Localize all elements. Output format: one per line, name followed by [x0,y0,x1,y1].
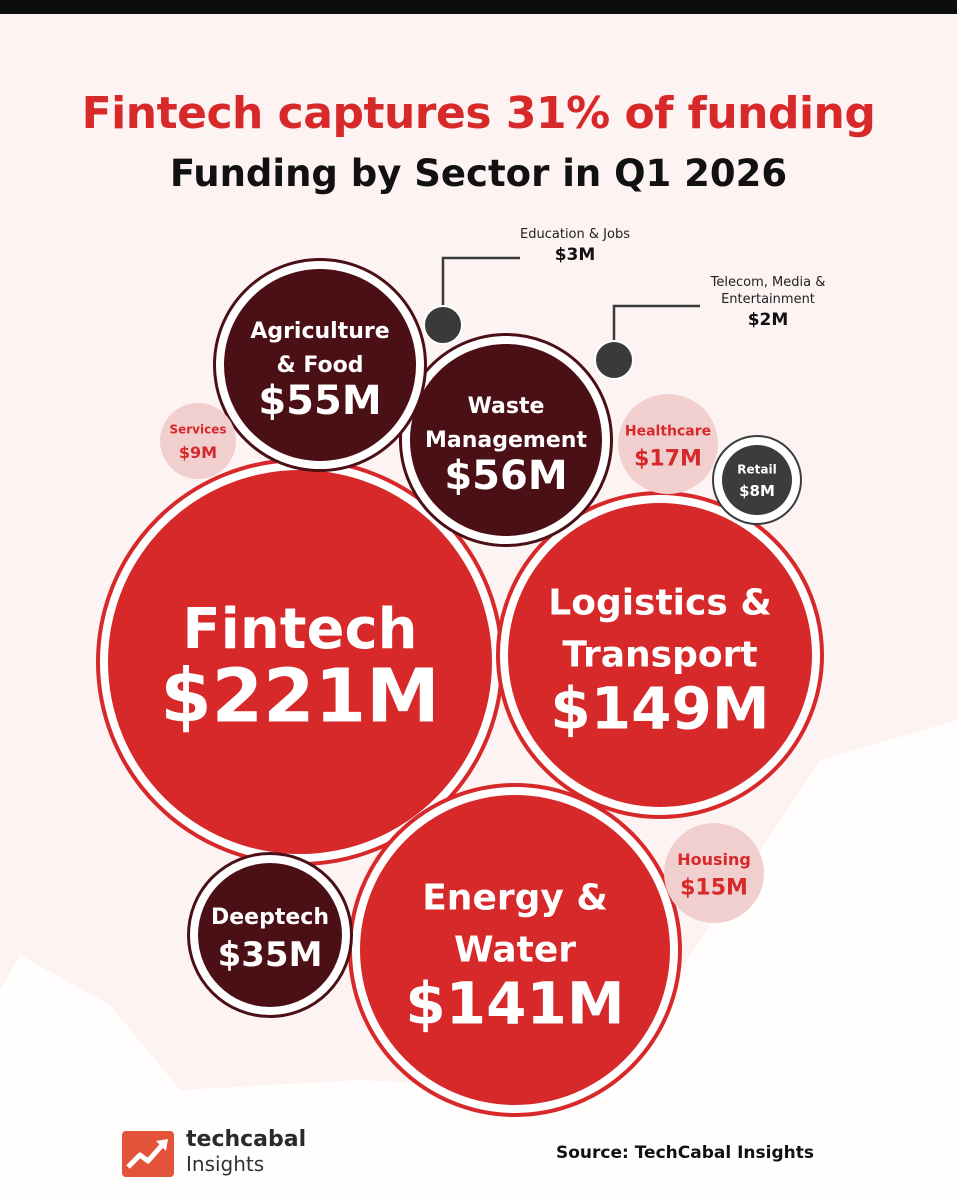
bubble-retail: Retail $8M [712,435,802,525]
bubble-circle [410,344,602,536]
bubble-value: $15M [680,875,748,900]
callout-telecom-media: Telecom, Media & Entertainment $2M [700,274,836,329]
callout-label: Education & Jobs [520,227,630,242]
bubble-logistics-transport: Logistics & Transport$149M [496,491,824,819]
bubble-energy-water: Energy & Water$141M [348,783,682,1117]
bubble-deeptech: Deeptech $35M [187,852,353,1018]
bubble-label: Services [169,423,226,437]
brand: techcabal Insights [186,1127,307,1177]
bubble-circle [360,795,670,1105]
bubble-value: $55M [258,378,381,424]
bubble-circle [508,503,812,807]
bubble-value: $221M [160,654,440,740]
bubble-circle [198,863,342,1007]
bubble-value: $141M [405,970,624,1038]
bubble-housing: Housing $15M [664,823,764,923]
bubble-agriculture-food: Agriculture & Food$55M [213,258,427,472]
bubble-circle [618,394,718,494]
bubble-value: $56M [444,453,567,499]
bubble-label: Deeptech [211,905,329,930]
bubble-value: $17M [634,446,702,471]
bubble-circle [160,403,236,479]
bubble-fintech: Fintech$221M [96,458,504,866]
bubble-label: Housing [677,850,751,869]
bubble-services: Services $9M [160,403,236,479]
bubble-label: Energy & Water [422,877,608,970]
callout-education-jobs: Education & Jobs $3M [515,226,635,264]
brand-sub: Insights [186,1152,265,1176]
bubble-circle [108,470,492,854]
techcabal-logo-icon [122,1131,174,1177]
brand-name: techcabal [186,1127,307,1152]
bubble-label: Waste Management [425,394,587,453]
bubble-waste-management: Waste Management$56M [399,333,613,547]
callout-label: Telecom, Media & Entertainment [710,275,826,307]
bubble-label: Retail [737,463,776,477]
callout-value: $3M [554,245,596,265]
bubble-value: $149M [550,675,769,743]
callout-value: $2M [747,310,789,330]
bubble-healthcare: Healthcare $17M [618,394,718,494]
top-bar [0,0,957,14]
bubble-circle [664,823,764,923]
callout-connector-education [423,256,520,345]
bubble-circle [722,445,792,515]
bubble-label: Agriculture & Food [250,319,389,378]
bubble-label: Fintech [182,597,417,662]
callout-connector-telecom [594,304,700,380]
source-note: Source: TechCabal Insights [555,1143,814,1163]
bubble-value: $9M [179,443,217,462]
bubble-circle [224,269,416,461]
bubble-label: Logistics & Transport [548,582,771,675]
bubble-value: $35M [218,935,323,975]
chart-subtitle: Funding by Sector in Q1 2026 [169,152,788,195]
bubble-value: $8M [739,482,775,500]
bubble-label: Healthcare [625,423,711,439]
chart-title: Fintech captures 31% of funding [81,88,876,139]
